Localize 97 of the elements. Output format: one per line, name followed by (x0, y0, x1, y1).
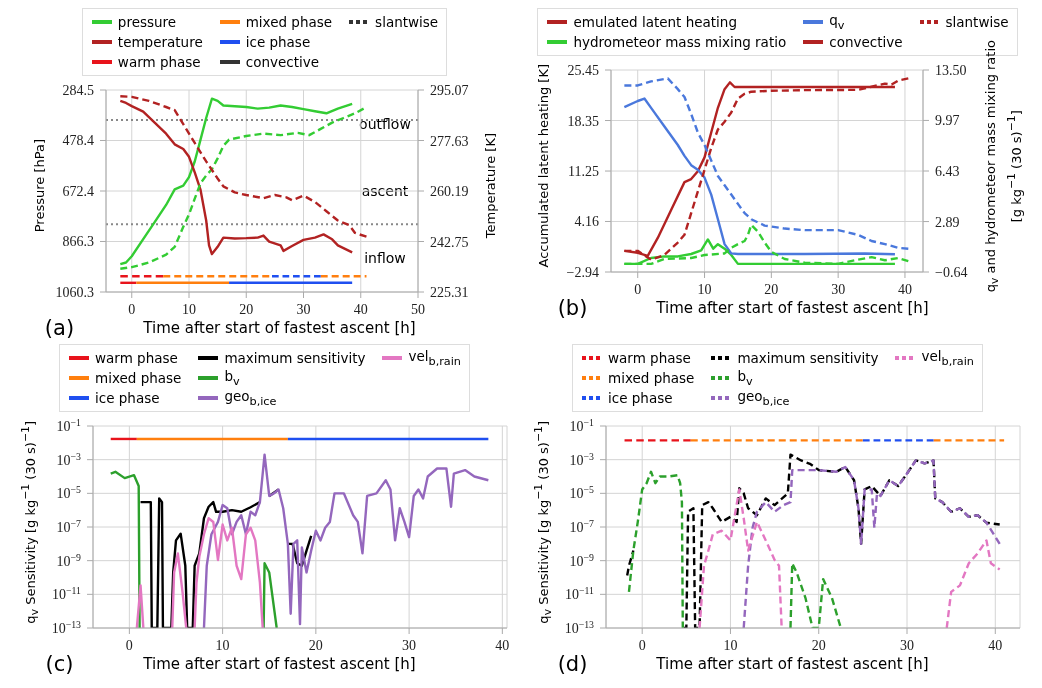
y-tick-label: 10$^{−5}$ (56, 483, 81, 502)
x-tick-label: 10 (697, 282, 712, 297)
y-tick-label: 284.5 (62, 83, 94, 98)
legend-label: vel$_{b,rain}$ (408, 348, 461, 368)
y2-tick-label: 2.89 (934, 214, 959, 230)
y2-tick-label: 295.07 (430, 83, 469, 98)
legend-label: maximum sensitivity (737, 350, 879, 366)
y-tick-label: 4.16 (574, 214, 599, 230)
x-tick-label: 30 (401, 638, 416, 653)
line-series (202, 453, 490, 628)
y-axis-title: Pressure [hPa] (30, 139, 48, 233)
legend-label: pressure (117, 14, 177, 30)
legend-label: emulated latent heating (573, 14, 737, 30)
text: (b) (557, 296, 588, 320)
y-tick-label: 10$^{−7}$ (569, 517, 594, 535)
annotation: inflow (364, 250, 406, 267)
y-tick-label: 478.4 (62, 133, 94, 149)
x-tick-label: 30 (296, 302, 311, 317)
y2-tick-label: 9.97 (934, 113, 959, 129)
y-tick-label: 10$^{−1}$ (569, 416, 594, 434)
y2-tick-label: 13.50 (934, 63, 966, 78)
x-tick-label: 40 (494, 638, 509, 653)
y-tick-label: 10$^{−1}$ (56, 416, 81, 434)
legend-label: warm phase (95, 350, 178, 366)
legend-label: mixed phase (245, 14, 333, 30)
x-tick-label: 20 (763, 282, 778, 297)
annotation: ascent (361, 183, 409, 199)
y-tick-label: 866.3 (62, 234, 94, 250)
y-tick-label: 10$^{−3}$ (569, 450, 594, 468)
x-tick-label: 0 (633, 282, 641, 297)
y2-tick-label: 242.75 (430, 234, 469, 250)
y-tick-label: 10$^{−11}$ (564, 584, 594, 603)
x-tick-label: 40 (897, 282, 912, 297)
text: (d) (557, 652, 588, 676)
x-tick-label: 10 (722, 638, 737, 653)
legend-label: convective (245, 54, 319, 70)
y-tick-label: 10$^{−11}$ (51, 584, 81, 603)
line-series (742, 459, 1001, 628)
x-tick-label: 50 (411, 302, 425, 317)
x-tick-label: 0 (125, 638, 133, 653)
legend-label: q$_{v}$ (829, 12, 845, 32)
y-tick-label: −2.94 (566, 265, 599, 280)
legend-label: b$_{v}$ (737, 368, 753, 388)
x-tick-label: 30 (899, 638, 914, 653)
legend-label: warm phase (608, 350, 691, 366)
y-tick-label: 10$^{−3}$ (56, 450, 81, 468)
y-tick-label: 25.45 (567, 63, 599, 78)
x-tick-label: 10 (182, 302, 197, 317)
x-axis-title: Time after start of fastest ascent [h] (143, 319, 416, 337)
legend-label: hydrometeor mass mixing ratio (573, 34, 787, 50)
x-axis-title: Time after start of fastest ascent [h] (656, 655, 929, 673)
legend-label: warm phase (117, 54, 201, 70)
y2-tick-label: −0.64 (934, 265, 967, 280)
y-tick-label: 1060.3 (55, 285, 94, 300)
x-axis-title: Time after start of fastest ascent [h] (656, 299, 929, 317)
y-tick-label: 672.4 (62, 184, 94, 199)
x-tick-label: 40 (987, 638, 1002, 653)
legend-label: ice phase (245, 34, 311, 50)
legend-label: ice phase (95, 390, 160, 406)
y-tick-label: 10$^{−5}$ (569, 483, 594, 502)
x-tick-label: 20 (308, 638, 323, 653)
x-tick-label: 30 (830, 282, 845, 297)
x-tick-label: 0 (638, 638, 646, 653)
y-tick-label: 11.25 (567, 164, 599, 180)
y-tick-label: 10$^{−9}$ (569, 551, 594, 569)
x-tick-label: 40 (353, 302, 368, 317)
y-tick-label: 10$^{−9}$ (56, 551, 81, 569)
text: (a) (44, 316, 75, 340)
y2-tick-label: 260.19 (430, 184, 469, 199)
legend-label: mixed phase (95, 370, 182, 386)
legend-label: convective (829, 34, 903, 50)
y2-tick-label: 6.43 (934, 164, 959, 179)
legend-label: ice phase (608, 390, 673, 406)
x-axis-title: Time after start of fastest ascent [h] (143, 655, 416, 673)
y-tick-label: 10$^{−7}$ (56, 517, 81, 535)
legend-label: vel$_{b,rain}$ (921, 348, 974, 368)
text: (c) (45, 652, 74, 676)
legend-label: geo$_{b,ice}$ (224, 388, 277, 408)
legend-label: temperature (117, 34, 203, 50)
legend-label: b$_{v}$ (224, 368, 240, 388)
legend-label: maximum sensitivity (224, 350, 366, 366)
x-tick-label: 0 (128, 302, 136, 317)
y-tick-label: 10$^{−13}$ (51, 618, 81, 636)
y2-tick-label: 225.31 (430, 285, 469, 300)
annotation: outflow (359, 115, 411, 132)
y-axis-title: Accumulated latent heating [K] (535, 64, 552, 268)
y2-tick-label: 277.63 (430, 133, 469, 149)
y-tick-label: 18.35 (567, 113, 599, 129)
legend-label: slantwise (375, 14, 439, 30)
x-tick-label: 20 (239, 302, 254, 317)
x-tick-label: 20 (811, 638, 826, 653)
legend-label: slantwise (945, 14, 1009, 30)
y-tick-label: 10$^{−13}$ (564, 618, 594, 636)
y2-axis-title: Temperature [K] (482, 133, 499, 239)
x-tick-label: 10 (215, 638, 230, 653)
legend-label: mixed phase (608, 370, 695, 386)
legend-label: geo$_{b,ice}$ (737, 388, 790, 408)
